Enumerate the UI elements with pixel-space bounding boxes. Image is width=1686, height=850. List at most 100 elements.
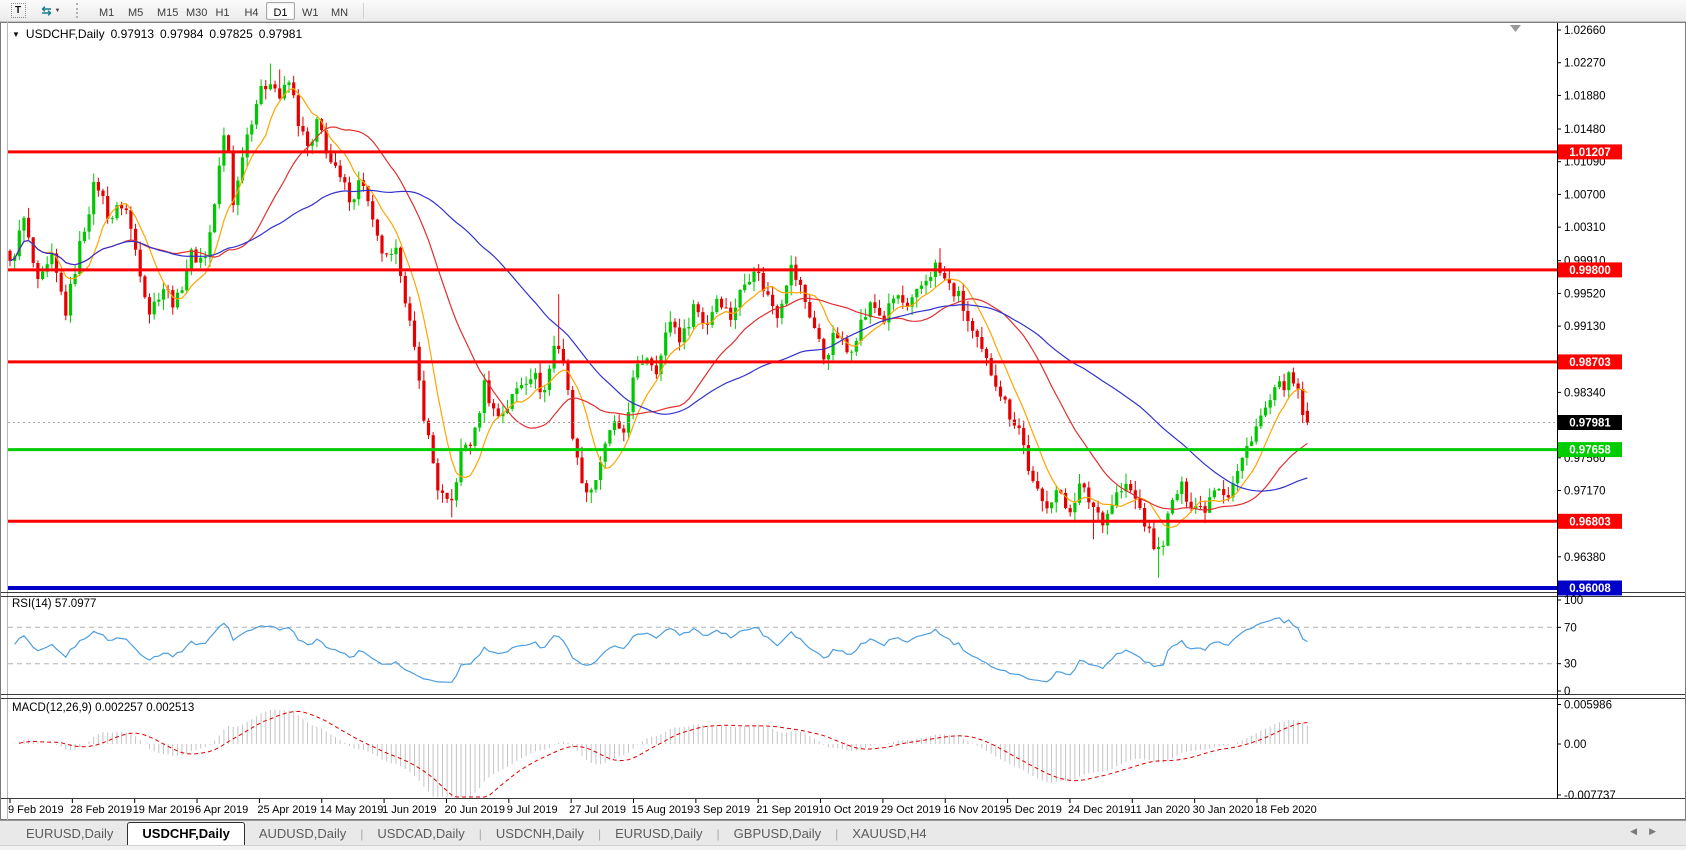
price-tick-label: 0.99520 [1564,288,1606,300]
chart-tabs: EURUSD,Daily USDCHF,Daily AUDUSD,Daily | USD… [12,821,941,846]
macd-tick-label: 0.005986 [1564,699,1612,711]
macd-signal-line [19,710,1308,798]
date-tick-label: 3 Sep 2019 [694,804,750,816]
toolbar-separator [363,2,364,19]
chart-tab-usdchf-1[interactable]: USDCHF,Daily [127,822,245,846]
date-tick-label: 9 Feb 2019 [8,804,64,816]
tab-divider: | [360,827,364,841]
timeframe-button-h1[interactable]: H1 [208,2,237,20]
ma-8-line [9,87,1308,528]
date-tick-label: 6 Apr 2019 [195,804,248,816]
price-tick-label: 1.02660 [1564,25,1606,37]
chart-tab-eurusd-0[interactable]: EURUSD,Daily [26,826,114,841]
tab-divider: | [478,827,482,841]
macd-tick-label: 0.00 [1564,739,1586,751]
date-tick-label: 1 Jun 2019 [382,804,436,816]
text-tool-icon: T [10,3,26,18]
tab-scroll-arrows: ◀▶ [1630,826,1668,837]
price-tick-label: 0.98340 [1564,387,1606,399]
timeframe-button-w1[interactable]: W1 [295,2,324,20]
tab-scroll-right-icon[interactable]: ▶ [1649,826,1668,836]
price-tick-label: 1.01480 [1564,124,1606,136]
chart-tabbar: EURUSD,Daily USDCHF,Daily AUDUSD,Daily | USD… [0,820,1686,846]
price-tick-label: 1.01880 [1564,90,1606,102]
timeframe-button-m15[interactable]: M15 [150,2,179,20]
date-tick-label: 21 Sep 2019 [756,804,818,816]
toolbar: T ⇆ ▼ M1 M5 M15 M30 H1 H4 D1 W1 MN [0,0,1686,22]
date-tick-label: 15 Aug 2019 [632,804,694,816]
quote-close: 0.97981 [258,27,303,41]
axis-price-label: 0.96008 [1558,580,1622,596]
quote-low: 0.97825 [209,27,253,41]
svg-text:0.96008: 0.96008 [1569,583,1611,595]
status-strip [0,845,1686,850]
candlesticks [8,63,1309,578]
date-tick-label: 10 Oct 2019 [819,804,879,816]
svg-text:0.97658: 0.97658 [1569,445,1611,457]
macd-label: MACD(12,26,9) 0.002257 0.002513 [12,702,195,714]
chart-shift-marker-icon [1510,25,1521,32]
timeframe-button-d1[interactable]: D1 [266,1,295,20]
chart-title: ▼ USDCHF,Daily 0.97913 0.97984 0.97825 0.9798… [12,27,302,41]
price-tick-label: 0.97170 [1564,486,1606,498]
price-tick-label: 1.00700 [1564,189,1606,201]
chart-tab-usdcnh-4[interactable]: USDCNH,Daily [495,826,585,841]
axis-price-label: 0.96803 [1558,513,1622,529]
timeframe-button-m5[interactable]: M5 [121,2,150,20]
quote-high: 0.97984 [160,27,204,41]
tab-divider: | [835,827,839,841]
ma-25-line [9,126,1308,511]
date-tick-label: 9 Jul 2019 [507,804,558,816]
axis-price-label: 0.97981 [1558,415,1622,430]
date-tick-label: 14 May 2019 [320,804,384,816]
rsi-tick-label: 100 [1564,595,1583,607]
tab-scroll-left-icon[interactable]: ◀ [1630,826,1650,836]
timeframe-group: M1 M5 M15 M30 H1 H4 D1 W1 MN [92,1,353,20]
macd-histogram [14,709,1308,797]
price-tick-label: 1.01090 [1564,157,1606,169]
date-tick-label: 11 Jan 2020 [1130,804,1190,816]
rsi-tick-label: 0 [1564,686,1570,698]
chart-tab-gbpusd-6[interactable]: GBPUSD,Daily [733,826,822,841]
tab-divider: | [598,827,602,841]
toolbar-grip [76,3,84,18]
date-tick-label: 19 Mar 2019 [133,804,195,816]
chart-tab-xauusd-7[interactable]: XAUUSD,H4 [852,826,927,841]
chevron-down-icon: ▼ [54,7,61,14]
date-axis: 9 Feb 2019 28 Feb 2019 19 Mar 2019 6 Apr 20… [8,799,1317,816]
svg-text:0.96803: 0.96803 [1569,516,1611,528]
chart-tab-usdcad-3[interactable]: USDCAD,Daily [377,826,465,841]
rsi-label: RSI(14) 57.0977 [12,598,97,610]
timeframe-button-h4[interactable]: H4 [237,2,266,20]
quote-open: 0.97913 [110,27,154,41]
date-tick-label: 28 Feb 2019 [70,804,132,816]
style-tool-icon: ⇆ [41,3,52,18]
axis-price-label: 0.97658 [1558,442,1622,458]
window-menu-icon[interactable]: ▼ [12,30,20,39]
price-tick-label: 1.00310 [1564,222,1606,234]
date-tick-label: 30 Jan 2020 [1193,804,1254,816]
svg-text:1.01207: 1.01207 [1569,147,1611,159]
date-tick-label: 16 Nov 2019 [943,804,1005,816]
timeframe-button-mn[interactable]: MN [324,2,353,20]
svg-text:0.97981: 0.97981 [1569,417,1611,429]
date-tick-label: 27 Jul 2019 [569,804,626,816]
price-tick-label: 0.96380 [1564,552,1606,564]
timeframe-button-m1[interactable]: M1 [92,2,121,20]
tab-divider: | [716,827,720,841]
text-tool-button[interactable]: T [6,1,30,20]
svg-text:0.98703: 0.98703 [1569,357,1611,369]
rsi-line [14,617,1308,683]
chart-tab-audusd-2[interactable]: AUDUSD,Daily [258,826,347,841]
date-tick-label: 18 Feb 2020 [1255,804,1317,816]
axis-price-label: 1.01207 [1558,144,1622,160]
chart-style-button[interactable]: ⇆ ▼ [36,1,66,20]
chart-tab-eurusd-5[interactable]: EURUSD,Daily [615,826,703,841]
rsi-tick-label: 70 [1564,622,1577,634]
price-tick-label: 1.02270 [1564,58,1606,70]
axis-price-label: 0.99800 [1558,262,1622,278]
timeframe-button-m30[interactable]: M30 [179,2,208,20]
svg-text:0.99800: 0.99800 [1569,265,1611,277]
